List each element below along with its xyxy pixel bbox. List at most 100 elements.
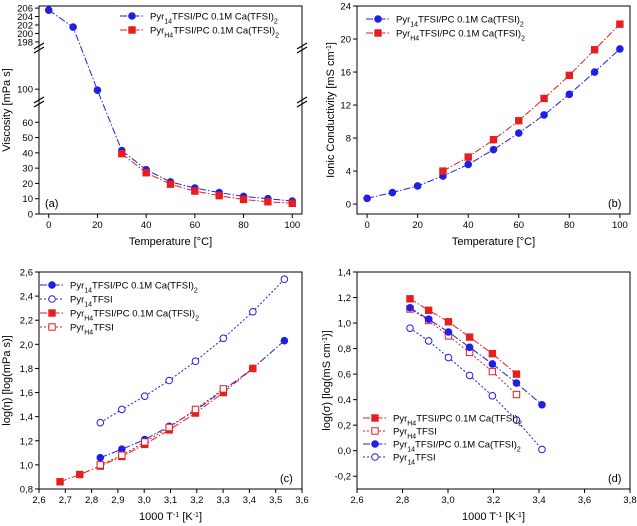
panel-label: (a) <box>45 198 58 210</box>
y-tick-label: 202 <box>17 21 33 32</box>
data-point <box>616 20 624 28</box>
data-point <box>142 169 150 177</box>
data-point <box>540 94 548 103</box>
data-point <box>249 364 257 373</box>
data-point <box>96 461 104 469</box>
x-axis-label: Temperature [°C] <box>129 236 212 248</box>
legend-label: PyrH4TFSI/PC 0.1M Ca(TFSI)2 <box>70 309 199 323</box>
series-line <box>409 308 517 395</box>
x-tick-label: 60 <box>513 220 524 231</box>
data-point <box>69 23 77 31</box>
y-tick-label: 200 <box>17 29 33 40</box>
legend: Pyr14TFSI/PC 0.1M Ca(TFSI)2PyrH4TFSI/PC … <box>366 15 525 42</box>
y-tick-label: 2,2 <box>20 316 33 327</box>
data-point <box>388 188 397 197</box>
legend-marker <box>48 281 56 289</box>
legend-label: Pyr14TFSI/PC 0.1M Ca(TFSI)2 <box>70 281 198 295</box>
x-tick-label: 80 <box>238 220 249 231</box>
axis-break-mark <box>296 46 308 54</box>
x-tick-label: 3,3 <box>216 495 229 506</box>
data-point <box>118 445 126 454</box>
x-tick-label: 40 <box>141 220 152 231</box>
legend-label: Pyr14TFSI/PC 0.1M Ca(TFSI)2 <box>396 15 524 29</box>
y-tick-label: -0,2 <box>335 472 351 483</box>
y-tick-label: 10 <box>22 194 33 205</box>
data-point <box>191 187 199 195</box>
data-point <box>165 376 173 385</box>
x-tick-label: 3,6 <box>578 495 591 506</box>
data-point <box>96 453 105 462</box>
legend-marker <box>128 26 136 34</box>
series-line <box>48 9 293 202</box>
y-tick-label: 204 <box>17 12 33 23</box>
panel-label: (d) <box>608 473 621 485</box>
data-point <box>239 195 248 204</box>
y-tick-label: 1,6 <box>20 388 33 399</box>
data-point <box>93 86 102 95</box>
data-point <box>424 306 433 314</box>
series-3 <box>56 364 257 486</box>
y-tick-label: 12 <box>340 101 351 112</box>
panel-label: (c) <box>280 473 293 485</box>
series-2 <box>406 305 521 399</box>
series-2 <box>118 149 296 208</box>
data-point <box>191 405 200 414</box>
data-point <box>56 478 64 486</box>
data-point <box>444 353 453 362</box>
legend-marker <box>371 453 379 461</box>
y-tick-label: 20 <box>340 35 351 46</box>
axis-break-mark <box>296 42 308 50</box>
data-point <box>590 46 599 54</box>
data-point <box>512 370 521 378</box>
y-tick-label: 2,6 <box>20 268 33 279</box>
data-point <box>514 129 523 137</box>
chart-b: 0 20 40 60 80 100 Temperature [°C] 0 4 8 12 16 20 24 I… <box>325 2 631 248</box>
data-point <box>512 390 521 399</box>
series-line <box>366 48 621 199</box>
y-tick-label: 0,2 <box>338 421 351 432</box>
legend: Pyr14TFSI/PC 0.1M Ca(TFSI)2Pyr14TFSIPyrH… <box>40 281 199 337</box>
axis-break-mark <box>33 46 45 54</box>
axis-break-mark <box>33 100 45 108</box>
x-tick-label: 40 <box>463 220 474 231</box>
data-point <box>363 194 371 203</box>
data-point <box>616 45 624 53</box>
y-tick-label: 16 <box>340 68 351 79</box>
y-tick-label: 1,4 <box>338 268 351 279</box>
x-tick-label: 2,8 <box>396 495 409 506</box>
data-point <box>565 90 574 99</box>
data-point <box>540 111 548 119</box>
legend-label: PyrH4TFSI <box>70 323 114 337</box>
x-tick-label: 0 <box>364 220 369 231</box>
y-axis-label: log(η) [log(mPa s)] <box>1 335 13 425</box>
legend-marker <box>48 309 56 317</box>
x-tick-label: 0 <box>46 220 51 231</box>
data-point <box>249 307 257 316</box>
x-tick-label: 3,4 <box>243 495 256 506</box>
x-tick-label: 3,2 <box>190 495 203 506</box>
y-tick-label: 0 <box>28 210 33 221</box>
x-tick-label: 3,1 <box>164 495 177 506</box>
legend-label: PyrH4TFSI/PC 0.1M Ca(TFSI)2 <box>150 26 279 40</box>
y-tick-label: 0,8 <box>20 485 33 496</box>
data-point <box>465 343 474 352</box>
x-tick-label: 60 <box>190 220 201 231</box>
data-point <box>215 191 223 200</box>
legend: PyrH4TFSI/PC 0.1M Ca(TFSI)2PyrH4TFSIPyr1… <box>363 414 522 466</box>
data-point <box>76 470 84 479</box>
y-axis-label: log(σ) [log(mS cm-1)] <box>321 330 333 430</box>
axis-break-mark <box>296 96 308 104</box>
data-point <box>264 198 272 206</box>
x-tick-label: 3,4 <box>532 495 545 506</box>
x-tick-label: 100 <box>284 220 300 231</box>
legend: Pyr14TFSI/PC 0.1M Ca(TFSI)2PyrH4TFSI/PC … <box>120 12 279 40</box>
x-tick-label: 3,0 <box>138 495 151 506</box>
data-point <box>280 336 289 345</box>
series-line <box>100 340 285 459</box>
legend-marker <box>128 12 136 20</box>
y-tick-label: 206 <box>17 4 33 15</box>
data-point <box>406 324 414 332</box>
axis-break-mark <box>33 42 45 50</box>
data-point <box>488 367 497 376</box>
